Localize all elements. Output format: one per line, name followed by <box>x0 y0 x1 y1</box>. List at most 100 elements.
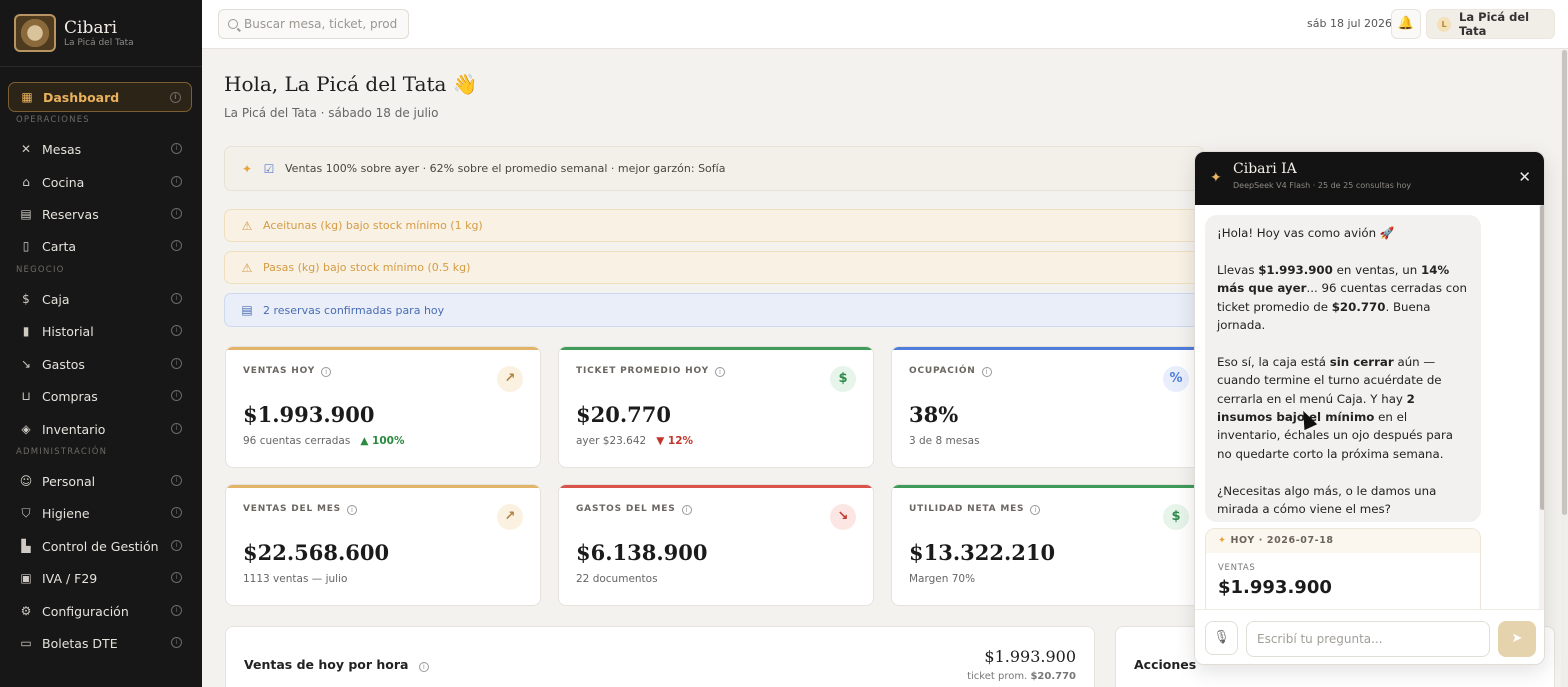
trend-up-icon: ↗ <box>497 504 523 530</box>
user-name: La Picá del Tata <box>1459 10 1530 38</box>
info-icon[interactable]: i <box>171 475 182 486</box>
ticket-label: ticket prom. <box>967 671 1028 682</box>
info-icon[interactable]: i <box>321 367 332 377</box>
info-icon[interactable]: i <box>346 505 357 515</box>
mic-button[interactable]: 🎙 <box>1205 621 1238 655</box>
info-icon[interactable]: i <box>171 605 182 616</box>
alert-banner[interactable]: ⚠ Pasas (kg) bajo stock mínimo (0.5 kg) <box>224 251 1204 284</box>
card-accent <box>226 347 540 350</box>
info-icon[interactable]: i <box>171 507 182 518</box>
close-icon[interactable]: ✕ <box>1518 168 1531 186</box>
kpi-sub: 96 cuentas cerradas ▲ 100% <box>243 435 404 447</box>
hourly-total: $1.993.900 <box>984 647 1076 666</box>
search-box[interactable] <box>218 9 409 39</box>
page-scrollbar[interactable] <box>1561 50 1568 687</box>
info-icon[interactable]: i <box>171 572 182 583</box>
sidebar-item-dashboard[interactable]: ▦ Dashboard i <box>8 82 192 112</box>
sidebar-item-higiene[interactable]: ⛉ Higiene i <box>8 498 192 528</box>
info-icon[interactable]: i <box>170 92 181 103</box>
info-icon[interactable]: i <box>171 293 182 304</box>
sidebar-item-label: Dashboard <box>43 89 120 105</box>
text-run: . Buena jornada. <box>1217 299 1431 333</box>
sidebar-item-label: Configuración <box>42 603 129 619</box>
sidebar-item-compras[interactable]: ⊔ Compras i <box>8 381 192 411</box>
sidebar-item-label: Control de Gestión <box>42 538 159 554</box>
kpi-label-text: UTILIDAD NETA MES <box>909 504 1025 514</box>
info-icon[interactable]: i <box>714 367 725 377</box>
mic-icon: 🎙 <box>1213 630 1230 645</box>
sidebar-item-gastos[interactable]: ↘ Gastos i <box>8 349 192 379</box>
sidebar-item-caja[interactable]: $ Caja i <box>8 284 192 314</box>
info-icon[interactable]: i <box>171 176 182 187</box>
notifications-button[interactable]: 🔔 <box>1391 9 1421 39</box>
sparkles-icon: ✦ <box>1210 170 1222 186</box>
card-accent <box>559 485 873 488</box>
kpi-label: TICKET PROMEDIO HOY i <box>576 366 725 377</box>
chat-input[interactable] <box>1246 621 1490 657</box>
search-icon <box>228 19 238 29</box>
info-icon[interactable]: i <box>681 505 692 515</box>
reservations-banner[interactable]: ▤ 2 reservas confirmadas para hoy <box>224 293 1204 327</box>
info-icon[interactable]: i <box>171 540 182 551</box>
section-administracion: ADMINISTRACIÓN <box>16 447 108 457</box>
kpi-label: GASTOS DEL MES i <box>576 504 692 515</box>
sidebar-item-label: Mesas <box>42 141 82 157</box>
chat-footer: 🎙 ➤ <box>1195 609 1544 664</box>
info-icon[interactable]: i <box>981 367 992 377</box>
text-run: Eso sí, la caja está <box>1217 354 1330 369</box>
sidebar-item-inventario[interactable]: ◈ Inventario i <box>8 414 192 444</box>
sidebar-item-mesas[interactable]: ✕ Mesas i <box>8 134 192 164</box>
utensils-icon: ✕ <box>20 142 32 156</box>
hourly-sales-panel: Ventas de hoy por hora i $1.993.900 tick… <box>225 626 1095 687</box>
info-icon[interactable]: i <box>171 390 182 401</box>
send-button[interactable]: ➤ <box>1498 621 1536 657</box>
info-icon[interactable]: i <box>171 423 182 434</box>
kpi-sub: Margen 70% <box>909 573 976 585</box>
dollar-icon: $ <box>1163 504 1189 530</box>
reservations-text: 2 reservas confirmadas para hoy <box>263 303 445 317</box>
sidebar-item-iva-f29[interactable]: ▣ IVA / F29 i <box>8 563 192 593</box>
info-icon[interactable]: i <box>171 637 182 648</box>
topbar: sáb 18 jul 2026 🔔 L La Picá del Tata <box>202 0 1568 49</box>
info-icon[interactable]: i <box>171 325 182 336</box>
info-icon[interactable]: i <box>171 358 182 369</box>
calendar-icon: ▤ <box>20 207 32 221</box>
info-icon[interactable]: i <box>1030 505 1041 515</box>
info-icon[interactable]: i <box>171 240 182 251</box>
sidebar-item-boletas-dte[interactable]: ▭ Boletas DTE i <box>8 628 192 658</box>
chat-scrollbar[interactable] <box>1539 205 1544 609</box>
sidebar-item-cocina[interactable]: ⌂ Cocina i <box>8 167 192 197</box>
chef-hat-icon: ⌂ <box>22 175 30 189</box>
sidebar-item-reservas[interactable]: ▤ Reservas i <box>8 199 192 229</box>
sparkles-icon: ✦ <box>1218 535 1227 546</box>
day-summary-card: ✦ HOY · 2026-07-18 VENTAS $1.993.900 <box>1205 528 1481 618</box>
sidebar: Cibari La Picá del Tata ▦ Dashboard i OP… <box>0 0 202 687</box>
sidebar-item-historial[interactable]: ▮ Historial i <box>8 316 192 346</box>
kpi-value: 38% <box>909 402 959 427</box>
info-icon[interactable]: i <box>171 208 182 219</box>
text-run: aún — cuando termine el turno acuérdate … <box>1217 354 1442 406</box>
scroll-thumb[interactable] <box>1540 205 1544 510</box>
percent-icon: % <box>1163 366 1189 392</box>
info-icon[interactable]: i <box>171 143 182 154</box>
ai-chat-panel: ✦ Cibari IA DeepSeek V4 Flash · 25 de 25… <box>1194 151 1545 665</box>
search-input[interactable] <box>244 17 404 31</box>
brand[interactable]: Cibari La Picá del Tata <box>14 14 134 52</box>
sidebar-item-control-gestion[interactable]: ▙ Control de Gestión i <box>8 531 192 561</box>
brand-subtitle: La Picá del Tata <box>64 38 134 48</box>
info-icon[interactable]: i <box>418 662 429 672</box>
warning-icon: ⚠ <box>241 260 253 275</box>
sidebar-item-carta[interactable]: ▯ Carta i <box>8 231 192 261</box>
sidebar-item-personal[interactable]: ☺ Personal i <box>8 466 192 496</box>
user-menu-button[interactable]: L La Picá del Tata <box>1426 9 1555 39</box>
kpi-card-ticket-promedio: TICKET PROMEDIO HOY i $ $20.770 ayer $23.… <box>558 346 874 468</box>
panel-title-text: Ventas de hoy por hora <box>244 657 409 672</box>
alert-banner[interactable]: ⚠ Aceitunas (kg) bajo stock mínimo (1 kg… <box>224 209 1204 242</box>
sidebar-item-label: Compras <box>42 388 98 404</box>
card-accent <box>226 485 540 488</box>
assistant-message: ¡Hola! Hoy vas como avión 🚀 Llevas $1.99… <box>1205 215 1481 522</box>
box-icon: ◈ <box>21 422 31 436</box>
sidebar-item-label: Boletas DTE <box>42 635 118 651</box>
sidebar-item-configuracion[interactable]: ⚙ Configuración i <box>8 596 192 626</box>
scroll-thumb[interactable] <box>1562 50 1567 515</box>
